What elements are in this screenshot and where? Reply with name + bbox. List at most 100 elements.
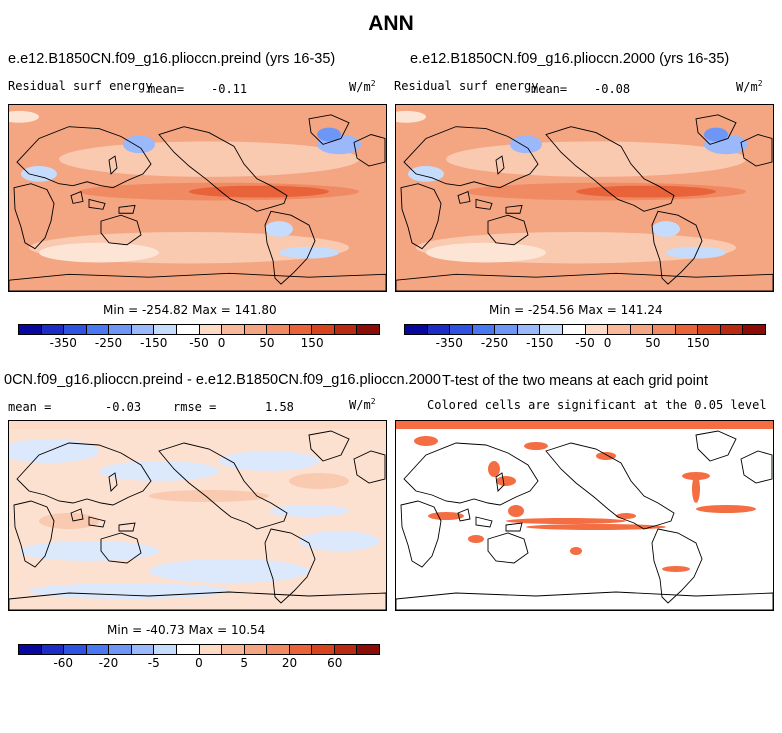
colorbar-swatch bbox=[267, 645, 290, 654]
panel3-rmse-label: rmse = bbox=[173, 400, 217, 414]
colorbar-tick-label: -50 bbox=[575, 336, 595, 350]
colorbar-swatch bbox=[517, 325, 541, 334]
significant-cells bbox=[570, 547, 582, 555]
colorbar-tick-label: -350 bbox=[49, 336, 77, 350]
colorbar-tick-label: 0 bbox=[603, 336, 612, 350]
colorbar-tick-label: 20 bbox=[281, 656, 298, 670]
panel1-map bbox=[8, 104, 387, 292]
cold-spot bbox=[666, 246, 726, 259]
coastline bbox=[487, 214, 529, 246]
colorbar-tick-label: 50 bbox=[645, 336, 661, 350]
colorbar-tick-label: -250 bbox=[480, 336, 509, 350]
cold-spot bbox=[510, 135, 542, 154]
colorbar-swatch bbox=[19, 645, 42, 654]
colorbar-tick-label: 0 bbox=[195, 656, 203, 670]
panel1-left-label: Residual surf energy bbox=[8, 79, 153, 93]
colorbar-swatch bbox=[222, 645, 245, 654]
panel3-units: W/m2 bbox=[349, 397, 376, 412]
significant-cells bbox=[496, 476, 516, 486]
panel4-title: T-test of the two means at each grid poi… bbox=[442, 373, 708, 389]
diff-cold-patch bbox=[269, 505, 349, 517]
coastline bbox=[457, 190, 471, 204]
panel3-minmax: Min = -40.73 Max = 10.54 bbox=[107, 623, 266, 637]
colorbar-tick-label: 150 bbox=[300, 336, 324, 350]
colorbar-swatch bbox=[154, 645, 177, 654]
colorbar-swatch bbox=[131, 325, 155, 334]
significant-cells bbox=[488, 461, 500, 477]
colorbar-swatch bbox=[244, 325, 268, 334]
colorbar-tick-label: -60 bbox=[53, 656, 74, 670]
colorbar-swatch bbox=[472, 325, 496, 334]
coastline bbox=[13, 500, 55, 568]
panel3-title: 0CN.f09_g16.plioccn.preind - e.e12.B1850… bbox=[4, 372, 441, 388]
coastline bbox=[16, 442, 152, 506]
cold-spot bbox=[123, 135, 155, 154]
colorbar-swatch bbox=[312, 645, 335, 654]
panel2-colorbar bbox=[404, 324, 766, 335]
coastline bbox=[545, 442, 675, 530]
significant-cells bbox=[414, 436, 438, 446]
coastline bbox=[70, 190, 84, 204]
colorbar-swatch bbox=[698, 325, 721, 334]
panel4-map bbox=[395, 420, 774, 611]
significant-cells bbox=[508, 505, 524, 517]
significant-cells bbox=[616, 513, 636, 519]
colorbar-swatch bbox=[199, 325, 223, 334]
coastline bbox=[545, 126, 675, 212]
colorbar-swatch bbox=[675, 325, 699, 334]
colorbar-swatch bbox=[495, 325, 518, 334]
coastline bbox=[100, 214, 142, 246]
colorbar-swatch bbox=[109, 325, 132, 334]
map-shade bbox=[59, 141, 359, 177]
panel3-map bbox=[8, 420, 387, 611]
panel1-units: W/m2 bbox=[349, 79, 376, 94]
colorbar-tick-label: 5 bbox=[240, 656, 249, 670]
colorbar-swatch bbox=[540, 325, 563, 334]
coastline bbox=[403, 126, 539, 189]
colorbar-tick-label: -350 bbox=[435, 336, 463, 350]
coastline bbox=[651, 528, 703, 604]
panel3-mean-value: -0.03 bbox=[105, 400, 142, 414]
colorbar-swatch bbox=[176, 645, 200, 654]
coastline bbox=[353, 450, 386, 484]
coastline bbox=[264, 528, 316, 604]
colorbar-swatch bbox=[64, 645, 87, 654]
coastline bbox=[118, 204, 136, 214]
coastline bbox=[695, 114, 737, 145]
colorbar-swatch bbox=[334, 325, 358, 334]
map-shade bbox=[576, 185, 716, 198]
panel3-colorbar-ticks: -60 -20 -5 0 5 20 60 bbox=[18, 656, 380, 670]
diff-cold-patch bbox=[29, 583, 229, 599]
colorbar-tick-label: -150 bbox=[526, 336, 554, 350]
colorbar-swatch bbox=[154, 325, 177, 334]
significant-cells bbox=[396, 421, 773, 429]
map-shade bbox=[396, 110, 426, 123]
panel1-mean-value: -0.11 bbox=[211, 82, 248, 96]
colorbar-swatch bbox=[41, 645, 65, 654]
colorbar-swatch bbox=[199, 645, 223, 654]
coastline bbox=[400, 183, 442, 250]
colorbar-swatch bbox=[109, 645, 132, 654]
significant-cells bbox=[692, 475, 700, 503]
cold-spot bbox=[279, 246, 339, 259]
coastline bbox=[403, 442, 539, 506]
colorbar-swatch bbox=[64, 325, 87, 334]
panel2-mean-label: mean= bbox=[531, 82, 568, 96]
colorbar-swatch bbox=[86, 645, 110, 654]
coastline bbox=[353, 134, 386, 167]
coastline bbox=[396, 591, 773, 610]
significant-cells bbox=[524, 442, 548, 450]
colorbar-swatch bbox=[267, 325, 290, 334]
diff-cold-patch bbox=[149, 559, 309, 583]
panel3-mean-label: mean = bbox=[8, 400, 52, 414]
colorbar-swatch bbox=[334, 645, 358, 654]
panel3-rmse-value: 1.58 bbox=[265, 400, 294, 414]
panel4-subtitle: Colored cells are significant at the 0.0… bbox=[427, 398, 767, 412]
colorbar-swatch bbox=[562, 325, 586, 334]
colorbar-tick-label: -150 bbox=[140, 336, 168, 350]
colorbar-tick-label: 50 bbox=[259, 336, 275, 350]
panel1-colorbar-ticks: -350 -250 -150 -50 0 50 150 bbox=[18, 336, 380, 350]
coastline bbox=[487, 532, 529, 564]
colorbar-swatch bbox=[244, 645, 268, 654]
cold-spot bbox=[21, 166, 57, 182]
